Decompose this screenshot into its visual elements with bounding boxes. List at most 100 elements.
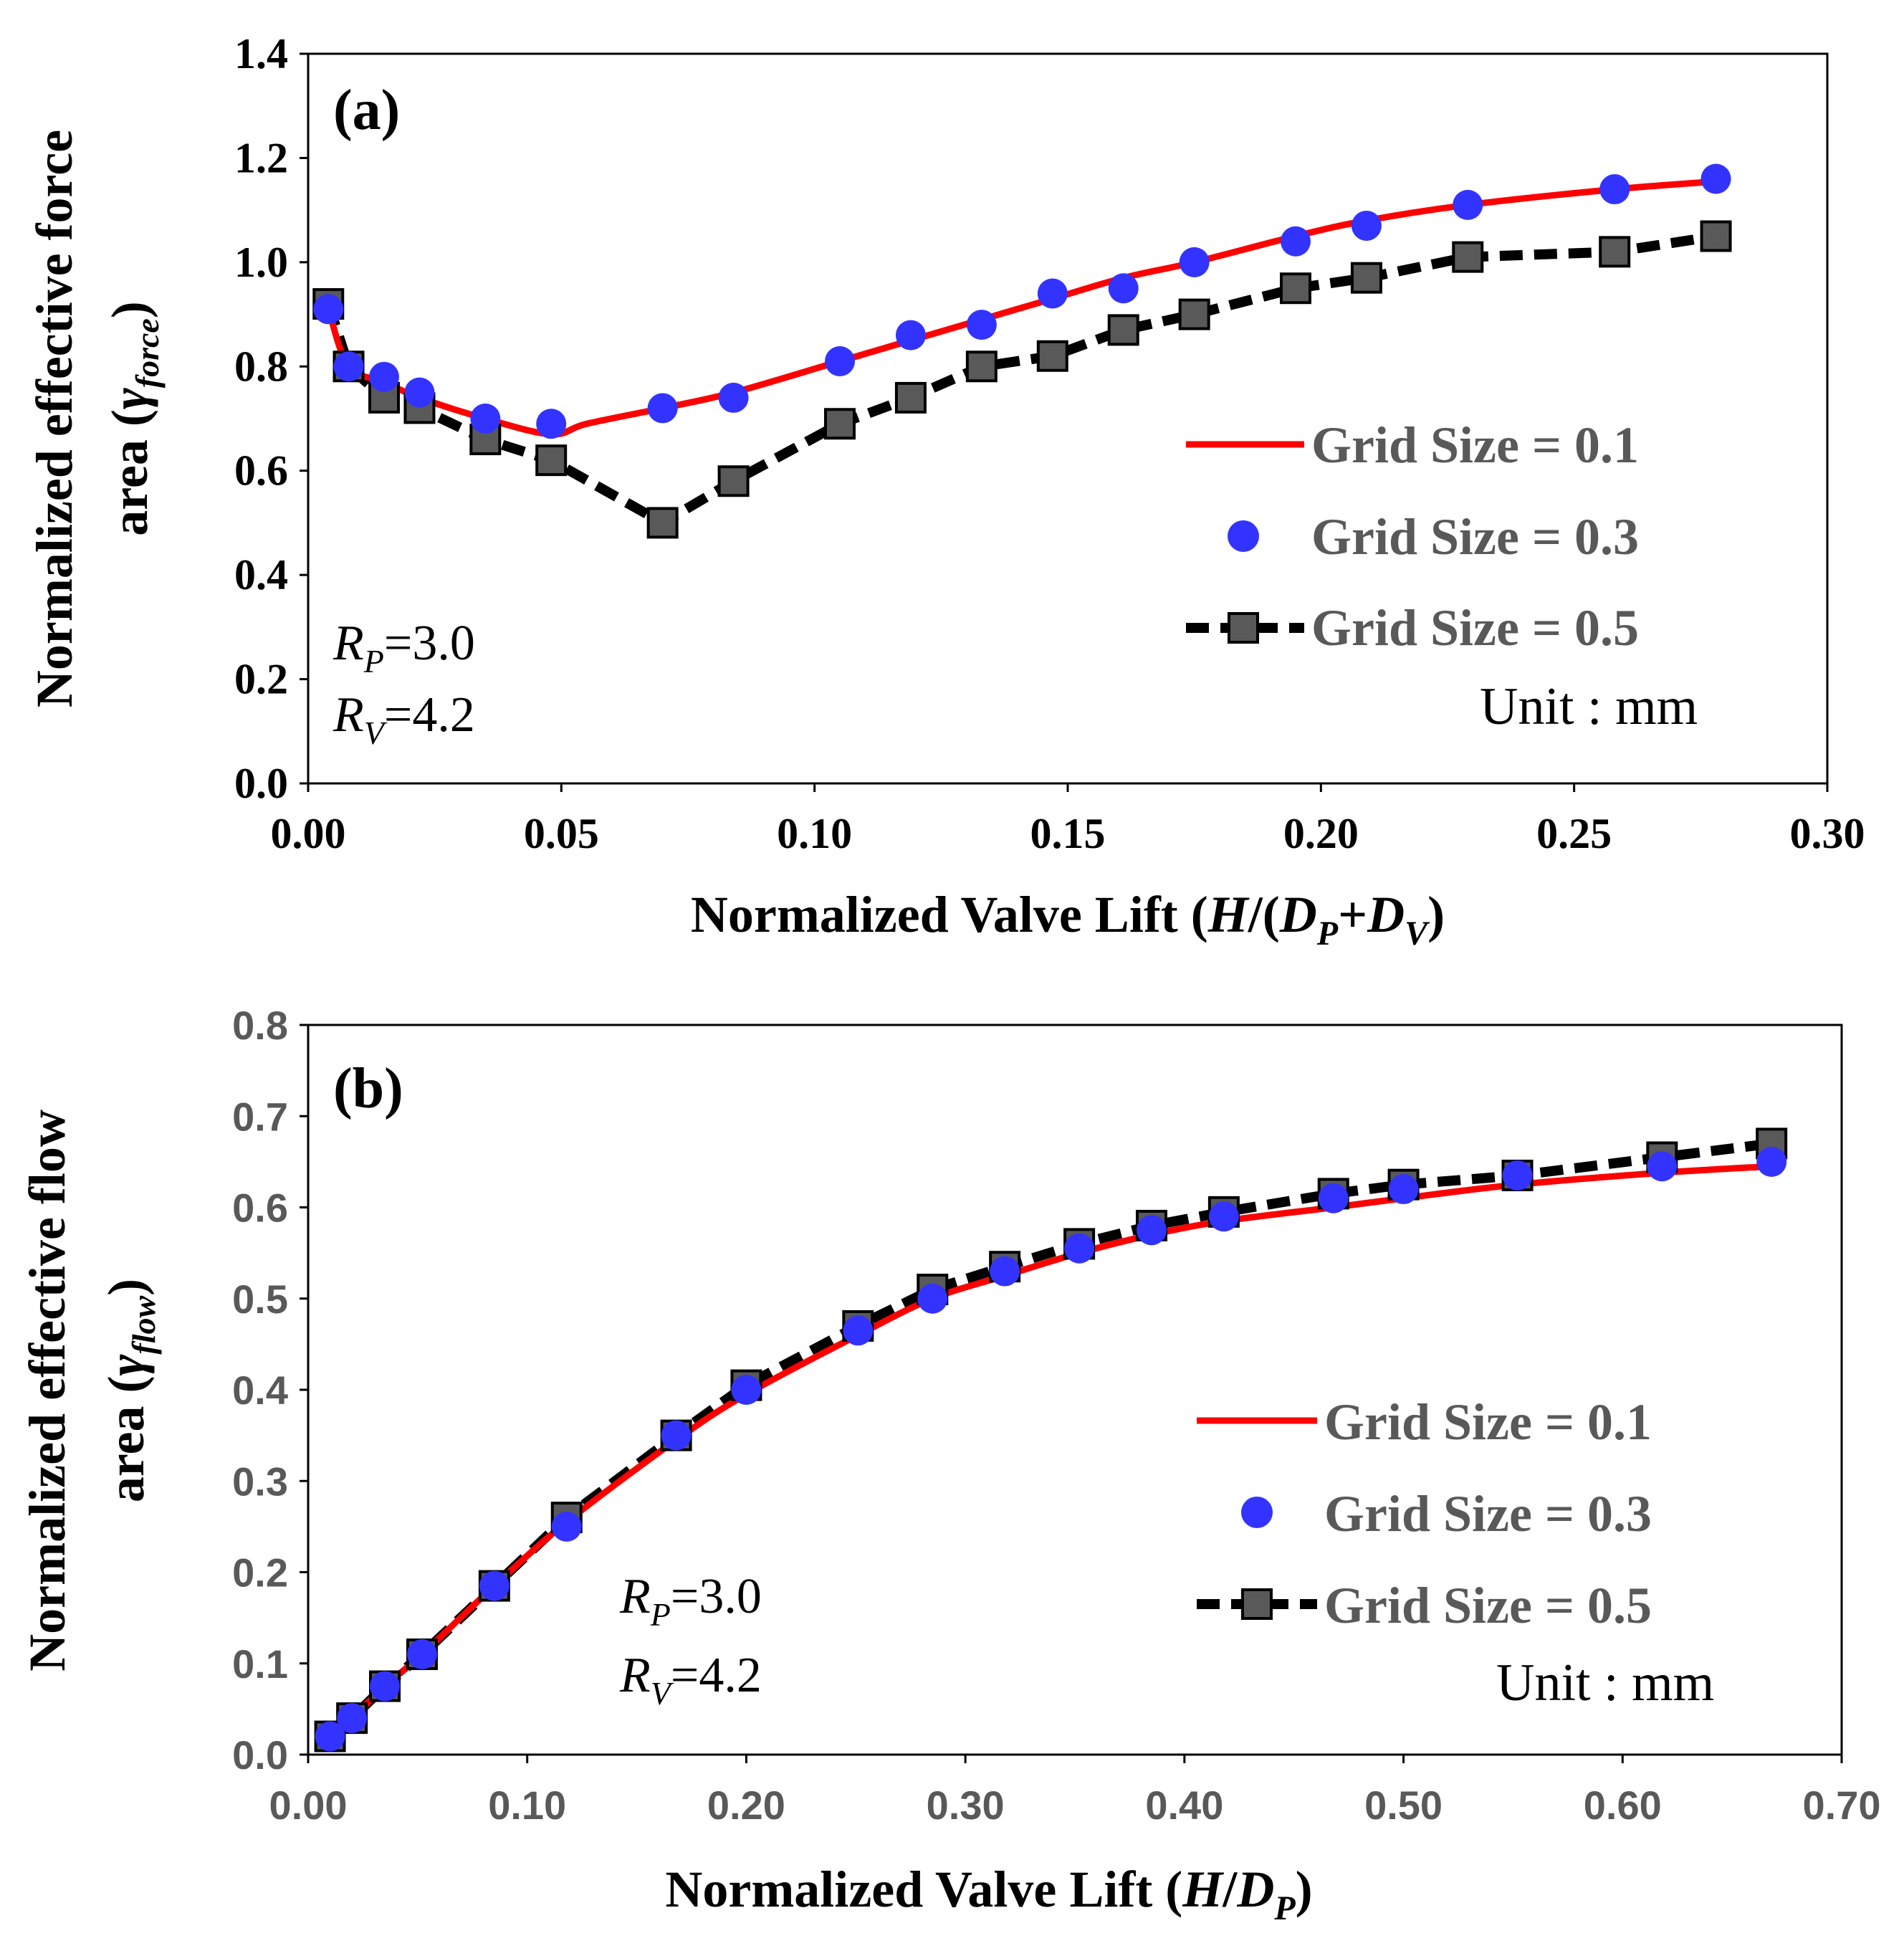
point-grid-0-3-b [1756, 1146, 1787, 1177]
point-grid-0-3-a [1179, 247, 1210, 277]
panel-label-b: (b) [333, 1057, 403, 1120]
tick-labels-a: 0.0 0.2 0.4 0.6 0.8 1.0 1.2 1.4 0.00 0.05 0.10 0.15… [234, 30, 1865, 857]
legend-marker-grid-0-3-a [1228, 520, 1259, 552]
point-grid-0-5-a [646, 507, 679, 539]
point-grid-0-5-a [535, 444, 568, 477]
point-grid-0-3-b [1318, 1183, 1349, 1213]
legend-a: Grid Size = 0.1 Grid Size = 0.3 Grid Siz… [1186, 416, 1639, 657]
point-grid-0-5-a [1036, 340, 1068, 372]
x-tick-label-b: 0.50 [1364, 1783, 1443, 1828]
point-grid-0-3-a [718, 382, 749, 413]
point-grid-0-3-b [1064, 1233, 1095, 1264]
point-grid-0-3-b [917, 1283, 948, 1314]
point-grid-0-3-b [990, 1256, 1020, 1287]
y-tick-label-a: 1.2 [234, 134, 288, 181]
point-grid-0-3-a [470, 404, 501, 434]
y-tick-label-b: 0.7 [232, 1094, 288, 1139]
point-grid-0-5-a [1599, 236, 1631, 268]
y-tick-label-b: 0.3 [232, 1459, 288, 1504]
param-rp-a: RP=3.0 [333, 616, 475, 679]
series-group-a [312, 163, 1732, 539]
y-tick-label-b: 0.6 [232, 1186, 288, 1231]
y-axis-label-a-line1: Normalized effective force [26, 130, 83, 707]
series-group-b [314, 1127, 1788, 1752]
point-grid-0-5-a [1350, 262, 1382, 294]
point-grid-0-5-a [1452, 241, 1484, 273]
point-grid-0-3-a [1037, 278, 1068, 309]
point-grid-0-3-a [1599, 174, 1630, 205]
legend-label-grid-0-5-b: Grid Size = 0.5 [1324, 1577, 1652, 1634]
tick-labels-b: 0.0 0.1 0.2 0.3 0.4 0.5 0.6 0.7 0.8 0.00 0.10 0.20 0… [232, 1003, 1880, 1828]
point-grid-0-3-b [406, 1639, 437, 1670]
point-grid-0-3-a [333, 351, 364, 382]
point-grid-0-3-b [1388, 1174, 1419, 1205]
point-grid-0-3-a [1453, 189, 1483, 220]
legend-marker-grid-0-5-a [1228, 612, 1259, 644]
point-grid-0-3-b [479, 1570, 510, 1601]
point-grid-0-5-a [1280, 272, 1311, 305]
point-grid-0-3-b [1208, 1201, 1239, 1232]
param-rv-b: RV=4.2 [619, 1648, 762, 1712]
y-tick-label-a: 0.8 [234, 343, 288, 390]
x-tick-label-a: 0.30 [1790, 810, 1865, 857]
y-tick-label-a: 1.0 [234, 239, 288, 286]
legend-marker-grid-0-5-b [1241, 1588, 1273, 1620]
point-grid-0-3-a [825, 346, 855, 377]
point-grid-0-3-b [551, 1511, 582, 1542]
series-line-grid-0-1-b [327, 1163, 1772, 1740]
point-grid-0-3-b [1137, 1215, 1167, 1246]
point-grid-0-3-b [1647, 1151, 1678, 1182]
y-tick-label-a: 0.0 [234, 760, 288, 807]
point-grid-0-3-b [843, 1315, 874, 1346]
series-line-grid-0-1-a [325, 178, 1716, 438]
x-tick-label-a: 0.05 [524, 810, 599, 857]
y-axis-label-b-line1: Normalized effective flow [19, 1110, 76, 1671]
point-grid-0-3-a [1108, 273, 1139, 304]
point-grid-0-3-a [966, 310, 997, 340]
x-tick-label-b: 0.30 [927, 1783, 1005, 1828]
legend-b: Grid Size = 0.1 Grid Size = 0.3 Grid Siz… [1197, 1393, 1652, 1634]
y-tick-label-b: 0.8 [232, 1003, 288, 1048]
point-grid-0-3-a [895, 320, 926, 350]
y-tick-label-b: 0.4 [232, 1368, 288, 1413]
legend-marker-grid-0-3-b [1241, 1497, 1273, 1528]
x-tick-label-b: 0.10 [488, 1783, 566, 1828]
x-tick-label-b: 0.60 [1584, 1783, 1662, 1828]
point-grid-0-5-a [1700, 220, 1732, 252]
x-tick-label-b: 0.70 [1803, 1783, 1881, 1828]
point-grid-0-3-a [313, 294, 344, 325]
point-grid-0-3-a [536, 409, 567, 439]
x-tick-label-a: 0.25 [1536, 810, 1612, 857]
y-tick-label-a: 0.6 [234, 447, 288, 495]
y-tick-label-b: 0.2 [232, 1550, 288, 1595]
param-rp-b: RP=3.0 [619, 1569, 762, 1633]
unit-note-b: Unit : mm [1496, 1654, 1714, 1712]
x-tick-label-a: 0.20 [1283, 810, 1359, 857]
point-grid-0-5-a [1107, 314, 1139, 346]
point-grid-0-3-b [731, 1375, 762, 1405]
point-grid-0-5-a [894, 381, 927, 414]
chart-panel-b: 0.0 0.1 0.2 0.3 0.4 0.5 0.6 0.7 0.8 0.00 0.10 0.20 0… [19, 1003, 1881, 1927]
y-tick-label-b: 0.5 [232, 1277, 288, 1322]
point-grid-0-3-a [647, 393, 678, 424]
y-tick-label-a: 0.4 [234, 551, 288, 598]
legend-label-grid-0-3-b: Grid Size = 0.3 [1324, 1485, 1652, 1542]
y-tick-label-a: 1.4 [234, 30, 288, 77]
x-axis-label-a: Normalized Valve Lift (H/(DP+DV) [691, 886, 1445, 953]
legend-label-grid-0-1-a: Grid Size = 0.1 [1311, 416, 1639, 474]
y-axis-label-b-line2: area (γflow) [97, 1279, 162, 1502]
y-tick-label-b: 0.0 [232, 1732, 288, 1778]
point-grid-0-3-b [337, 1703, 368, 1734]
point-grid-0-5-a [717, 465, 750, 497]
y-tick-label-a: 0.2 [234, 656, 288, 703]
point-grid-0-5-a [1178, 298, 1210, 330]
x-tick-label-a: 0.15 [1030, 810, 1106, 857]
point-grid-0-3-b [370, 1671, 400, 1702]
point-grid-0-3-a [404, 377, 435, 408]
point-grid-0-3-a [369, 361, 399, 392]
point-grid-0-3-b [1502, 1160, 1533, 1191]
legend-label-grid-0-5-a: Grid Size = 0.5 [1311, 599, 1639, 657]
x-axis-label-b: Normalized Valve Lift (H/DP) [665, 1861, 1312, 1927]
y-tick-label-b: 0.1 [232, 1641, 288, 1687]
